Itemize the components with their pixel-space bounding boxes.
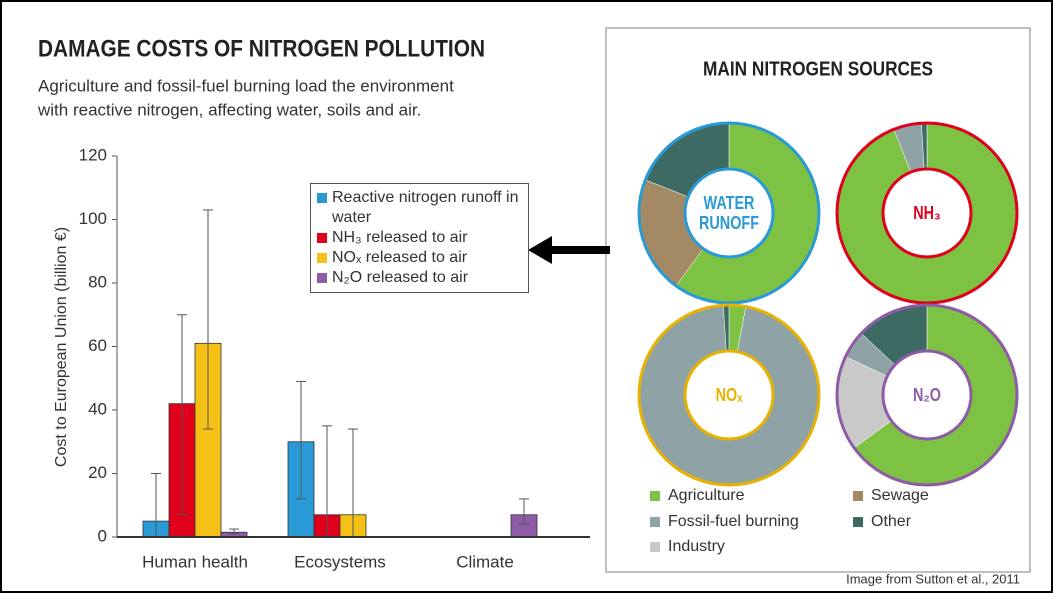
y-tick-label: 40 <box>88 399 107 418</box>
legend-label: NH₃ released to air <box>332 229 468 246</box>
legend-label: Industry <box>668 538 725 555</box>
legend-item: Fossil-fuel burning <box>650 513 799 531</box>
legend-swatch <box>853 517 863 527</box>
y-tick-label: 60 <box>88 336 107 355</box>
donut-ring <box>835 303 1019 487</box>
x-tick-label: Human health <box>142 552 248 571</box>
y-tick-label: 120 <box>79 145 107 164</box>
y-tick-label: 80 <box>88 272 107 291</box>
y-axis-label: Cost to European Union (billion €) <box>53 227 70 467</box>
legend-swatch <box>650 517 660 527</box>
legend-item: NH₃ released to air <box>317 228 522 248</box>
legend-label: Other <box>871 513 912 530</box>
donut-hole <box>881 349 973 441</box>
legend-item: Sewage <box>853 487 929 505</box>
x-tick-label: Climate <box>456 552 514 571</box>
y-tick-label: 0 <box>98 526 107 545</box>
legend-swatch <box>317 273 327 283</box>
donut-label: NOₓ <box>715 385 743 405</box>
legend-item: Industry <box>650 538 725 556</box>
panel <box>605 27 1031 573</box>
legend-item: NOₓ released to air <box>317 248 522 268</box>
donut-hole <box>683 167 775 259</box>
y-tick-label: 20 <box>88 463 107 482</box>
chart-title: DAMAGE COSTS OF NITROGEN POLLUTION <box>38 35 485 62</box>
donut-title: MAIN NITROGEN SOURCES <box>703 58 933 80</box>
legend-item: Agriculture <box>650 487 744 505</box>
subtitle: Agriculture and fossil-fuel burning load… <box>38 76 454 95</box>
legend-label: Fossil-fuel burning <box>668 513 799 530</box>
donut-label: N₂O <box>913 385 941 405</box>
legend-item: Other <box>853 513 911 531</box>
legend-swatch <box>317 233 327 243</box>
donut-ring <box>637 121 821 305</box>
subtitle: with reactive nitrogen, affecting water,… <box>37 100 421 119</box>
legend-label: NOₓ released to air <box>332 249 468 266</box>
legend-label: Sewage <box>871 487 929 504</box>
legend-swatch <box>650 542 660 552</box>
x-tick-label: Ecosystems <box>294 552 386 571</box>
legend-swatch <box>317 253 327 263</box>
source: Image from Sutton et al., 2011 <box>846 571 1020 586</box>
donut-ring <box>835 121 1019 305</box>
legend-item: Reactive nitrogen runoff in water <box>317 188 522 228</box>
donut-label: WATER RUNOFF <box>699 193 759 233</box>
legend-label: Agriculture <box>668 487 745 504</box>
donut-hole <box>683 349 775 441</box>
legend-label: Reactive nitrogen runoff in water <box>332 189 519 226</box>
donut-label: NH₃ <box>913 203 941 223</box>
legend: Reactive nitrogen runoff in water NH₃ rel… <box>310 183 529 293</box>
y-tick-label: 100 <box>79 209 107 228</box>
legend-swatch <box>317 193 327 203</box>
legend-swatch <box>650 491 660 501</box>
arrow-head <box>528 236 552 264</box>
legend-swatch <box>853 491 863 501</box>
legend-item: N₂O released to air <box>317 268 522 288</box>
donut-ring <box>637 303 821 487</box>
legend-label: N₂O released to air <box>332 269 469 286</box>
donut-hole <box>881 167 973 259</box>
